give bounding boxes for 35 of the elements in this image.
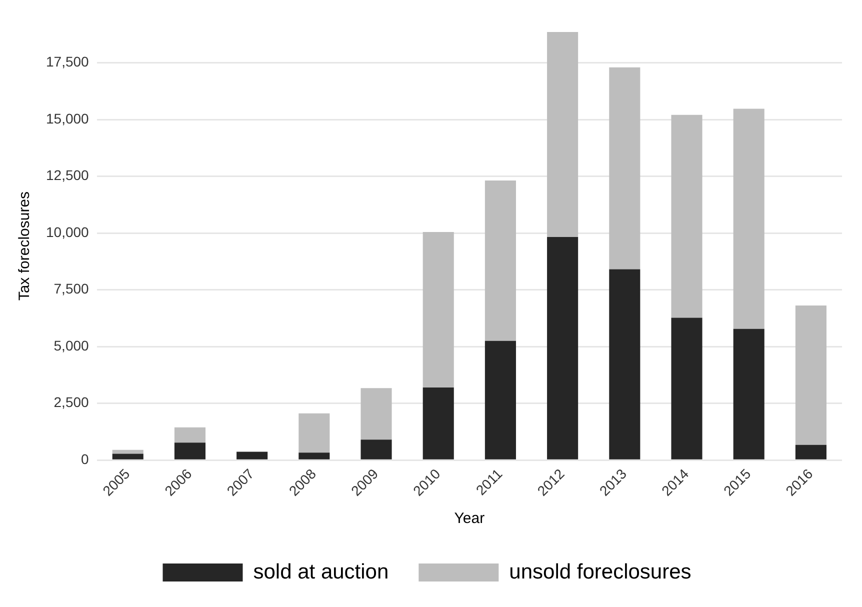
bar: [671, 114, 702, 318]
bar: [360, 388, 392, 440]
bar: [733, 108, 764, 329]
bar: [547, 236, 578, 460]
bar: [609, 67, 640, 270]
bar: [422, 232, 454, 388]
y-tick-label: 10,000: [46, 224, 90, 240]
legend-label: sold at auction: [253, 560, 389, 584]
bar: [174, 442, 206, 460]
x-axis-title: Year: [454, 510, 485, 528]
y-axis-title: Tax foreclosures: [16, 191, 34, 301]
y-tick-label: 2,500: [54, 394, 90, 410]
y-tick-label: 0: [81, 450, 90, 467]
bar: [112, 454, 144, 460]
y-tick-label: 5,000: [54, 337, 90, 354]
bar: [298, 452, 330, 460]
bar: [671, 318, 702, 460]
bar: [484, 340, 516, 460]
legend-label: unsold foreclosures: [509, 560, 692, 584]
bar: [298, 413, 330, 453]
bar: [360, 440, 392, 460]
bar: [112, 450, 144, 454]
y-tick-label: 15,000: [46, 110, 90, 126]
bar: [422, 387, 454, 460]
y-tick-label: 17,500: [46, 54, 90, 70]
bar: [547, 32, 578, 237]
bar: [174, 427, 206, 443]
bar: [733, 328, 764, 460]
bar: [795, 444, 826, 460]
bar: [795, 306, 826, 445]
bar: [609, 269, 640, 460]
bar: [236, 452, 268, 460]
y-tick-label: 7,500: [54, 280, 90, 297]
bar: [484, 180, 516, 341]
y-tick-label: 12,500: [46, 167, 90, 184]
